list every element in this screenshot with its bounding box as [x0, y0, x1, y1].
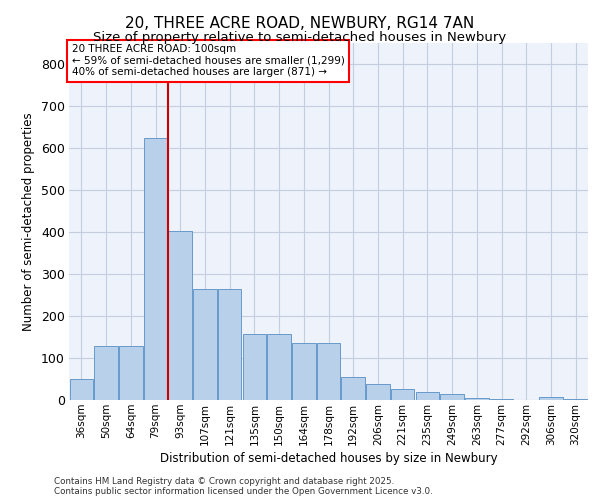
Bar	[144, 138, 167, 400]
Bar	[317, 343, 340, 400]
Bar	[70, 379, 93, 400]
Bar	[268, 334, 291, 400]
Bar	[169, 230, 192, 400]
Bar	[193, 288, 217, 400]
Text: 20, THREE ACRE ROAD, NEWBURY, RG14 7AN: 20, THREE ACRE ROAD, NEWBURY, RG14 7AN	[125, 16, 475, 31]
Bar	[391, 390, 415, 400]
Bar	[242, 334, 266, 400]
Bar	[218, 290, 241, 400]
Bar	[465, 398, 488, 400]
Bar	[440, 394, 464, 400]
Bar	[94, 346, 118, 400]
Y-axis label: Number of semi-detached properties: Number of semi-detached properties	[22, 112, 35, 330]
Text: 20 THREE ACRE ROAD: 100sqm
← 59% of semi-detached houses are smaller (1,299)
40%: 20 THREE ACRE ROAD: 100sqm ← 59% of semi…	[71, 44, 344, 78]
Text: Size of property relative to semi-detached houses in Newbury: Size of property relative to semi-detach…	[94, 31, 506, 44]
Bar	[564, 399, 587, 400]
Bar	[366, 384, 389, 400]
Bar	[539, 396, 563, 400]
Bar	[490, 399, 513, 400]
Bar	[416, 392, 439, 400]
Bar	[119, 346, 143, 400]
Text: Contains HM Land Registry data © Crown copyright and database right 2025.
Contai: Contains HM Land Registry data © Crown c…	[54, 476, 433, 496]
X-axis label: Distribution of semi-detached houses by size in Newbury: Distribution of semi-detached houses by …	[160, 452, 497, 465]
Bar	[292, 343, 316, 400]
Bar	[341, 377, 365, 400]
